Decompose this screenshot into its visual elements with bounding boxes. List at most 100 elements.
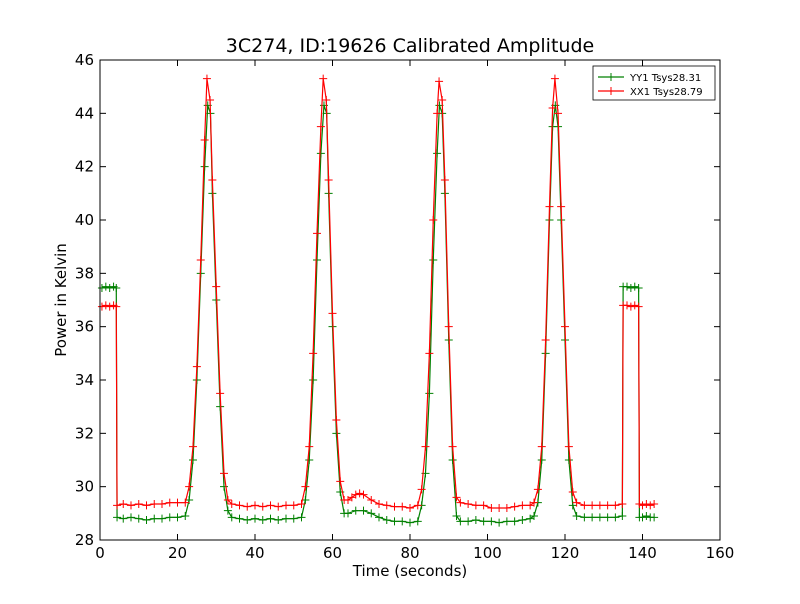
data-point bbox=[634, 284, 643, 292]
data-point bbox=[243, 516, 252, 524]
data-point bbox=[518, 516, 527, 524]
y-tick-label: 30 bbox=[75, 478, 94, 496]
data-point bbox=[185, 482, 194, 491]
legend-label: YY1 Tsys28.31 bbox=[629, 73, 701, 84]
data-point bbox=[324, 176, 333, 184]
data-point bbox=[101, 301, 110, 310]
data-point bbox=[406, 518, 414, 527]
legend-marker bbox=[607, 73, 615, 81]
data-point bbox=[425, 389, 434, 398]
data-point bbox=[316, 122, 325, 131]
data-point bbox=[572, 512, 581, 520]
data-point bbox=[530, 512, 538, 520]
data-point bbox=[502, 517, 511, 526]
data-point bbox=[367, 509, 376, 518]
data-point bbox=[452, 493, 461, 502]
data-point bbox=[367, 496, 376, 504]
data-point bbox=[471, 501, 480, 510]
data-point bbox=[227, 513, 236, 522]
data-point bbox=[479, 501, 488, 510]
data-point bbox=[429, 256, 438, 264]
data-point bbox=[510, 502, 519, 511]
data-point bbox=[390, 502, 399, 511]
data-point bbox=[564, 456, 573, 464]
data-point bbox=[595, 501, 604, 510]
data-point bbox=[173, 498, 182, 507]
legend-box bbox=[592, 65, 716, 101]
data-point bbox=[595, 513, 604, 522]
data-point bbox=[119, 500, 128, 508]
data-point bbox=[220, 482, 228, 491]
data-point bbox=[487, 517, 496, 526]
data-point bbox=[97, 302, 106, 311]
data-point bbox=[332, 429, 341, 438]
data-point bbox=[646, 501, 655, 510]
tick-layer: 0 20 40 60 80 100 120 140 160 28 30 32 34 36 38 40 42 44 4… bbox=[75, 51, 734, 562]
y-tick-label: 36 bbox=[75, 318, 94, 336]
data-point bbox=[545, 202, 554, 211]
data-point bbox=[208, 176, 217, 184]
data-point bbox=[113, 513, 122, 522]
data-point bbox=[173, 513, 182, 522]
data-point bbox=[580, 513, 589, 522]
data-point bbox=[305, 456, 314, 464]
data-point bbox=[322, 96, 331, 104]
data-point bbox=[650, 513, 659, 522]
data-point bbox=[251, 501, 259, 510]
legend-entries: YY1 Tsys28.31 XX1 Tsys28.79 bbox=[598, 73, 703, 98]
data-point bbox=[429, 216, 438, 224]
legend-label: XX1 Tsys28.79 bbox=[630, 87, 703, 98]
data-point bbox=[127, 513, 135, 522]
data-point bbox=[189, 442, 197, 451]
data-point bbox=[452, 512, 461, 520]
data-point bbox=[572, 498, 581, 507]
data-point bbox=[603, 513, 612, 522]
data-point bbox=[464, 500, 473, 508]
data-point bbox=[196, 256, 205, 264]
data-point bbox=[390, 517, 399, 526]
data-point bbox=[200, 136, 209, 144]
data-point bbox=[623, 301, 631, 310]
data-point bbox=[227, 500, 236, 508]
data-point bbox=[603, 501, 612, 510]
x-tick-label: 80 bbox=[400, 544, 419, 562]
data-point bbox=[119, 514, 128, 523]
data-point bbox=[313, 229, 321, 238]
data-point bbox=[435, 77, 444, 86]
data-point bbox=[638, 513, 647, 522]
data-point bbox=[440, 176, 449, 184]
y-tick-label: 40 bbox=[75, 211, 94, 229]
x-tick-label: 40 bbox=[245, 544, 264, 562]
legend-entry: XX1 Tsys28.79 bbox=[598, 87, 703, 98]
data-point bbox=[642, 512, 651, 520]
data-point bbox=[181, 512, 190, 520]
data-point bbox=[101, 282, 110, 291]
plot-area-frame bbox=[100, 60, 720, 540]
x-tick-label: 0 bbox=[95, 544, 105, 562]
data-point bbox=[305, 442, 314, 451]
data-point bbox=[319, 74, 328, 83]
data-point bbox=[289, 501, 298, 510]
data-point bbox=[382, 501, 391, 510]
data-point bbox=[518, 501, 527, 510]
data-point bbox=[382, 516, 391, 524]
data-point bbox=[479, 517, 488, 526]
data-point bbox=[626, 302, 635, 311]
data-point bbox=[235, 501, 244, 510]
data-point bbox=[502, 504, 511, 512]
data-point bbox=[206, 96, 215, 104]
series-layer bbox=[97, 74, 659, 527]
plot-area-border bbox=[99, 59, 721, 541]
data-point bbox=[200, 162, 209, 171]
data-point bbox=[638, 501, 647, 510]
data-point bbox=[425, 349, 434, 358]
data-point bbox=[537, 456, 546, 464]
data-point bbox=[510, 517, 519, 526]
data-point bbox=[142, 501, 151, 510]
data-point bbox=[548, 104, 557, 112]
data-point bbox=[282, 514, 290, 523]
data-point bbox=[181, 498, 190, 507]
data-point bbox=[406, 504, 414, 512]
